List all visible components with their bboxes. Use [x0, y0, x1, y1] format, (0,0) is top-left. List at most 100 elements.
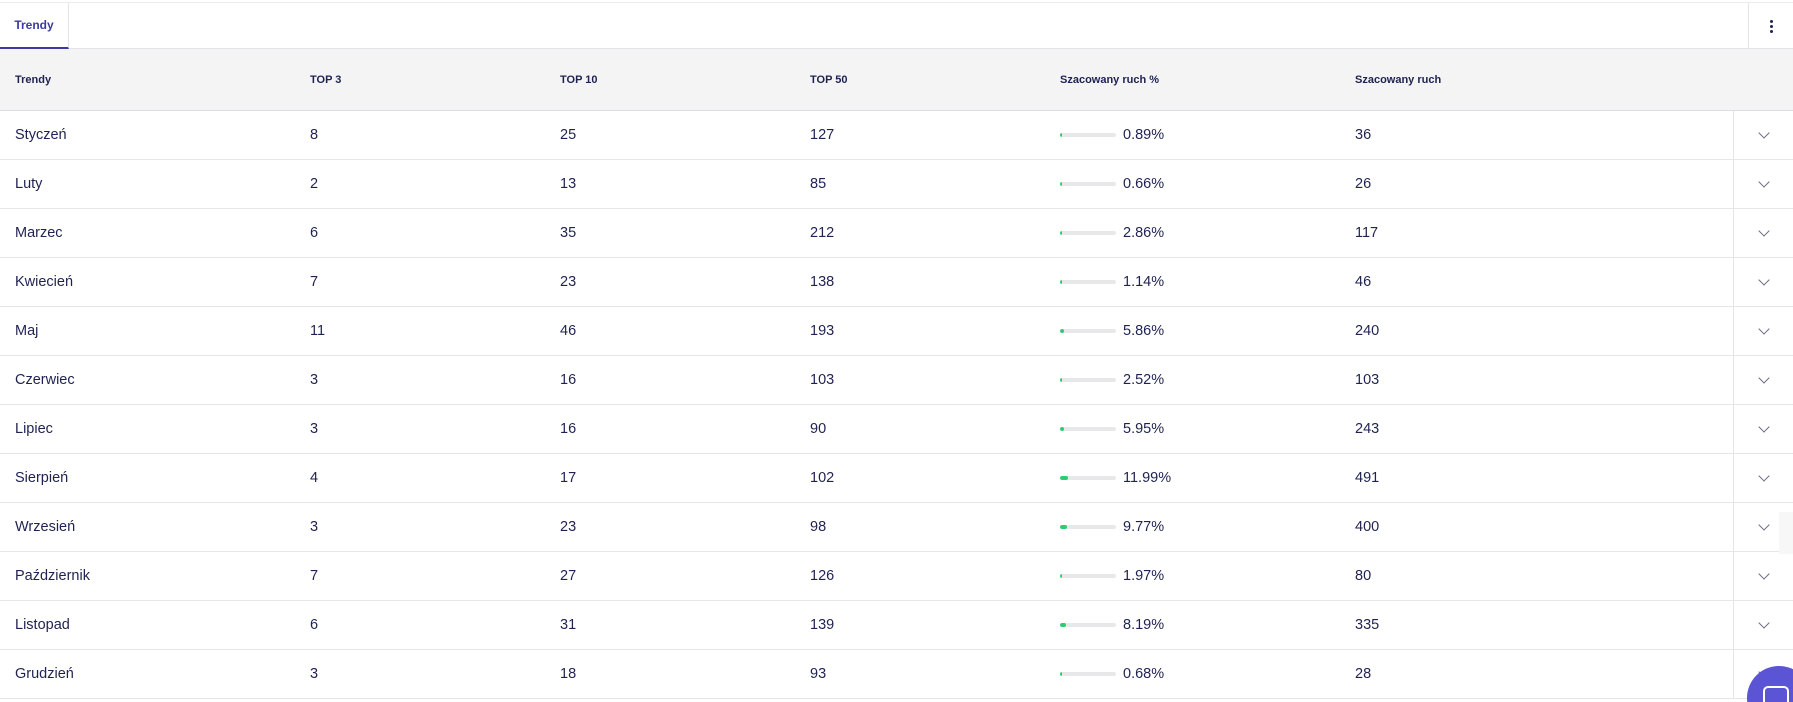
traffic-progress-fill [1060, 280, 1062, 284]
top10-cell: 46 [560, 323, 577, 339]
top50-cell: 212 [810, 225, 835, 241]
traffic-cell: 117 [1355, 225, 1379, 241]
traffic-progress-bar [1060, 427, 1116, 431]
traffic-progress-fill [1060, 133, 1062, 137]
top10-cell: 31 [560, 617, 577, 633]
top50-cell: 90 [810, 421, 827, 437]
table-row[interactable]: Sierpień 4 17 102 11.99% 491 [0, 454, 1793, 503]
tab-trendy[interactable]: Trendy [0, 3, 69, 49]
traffic-pct-value: 1.14% [1123, 274, 1165, 290]
expand-row-button[interactable] [1733, 454, 1793, 502]
top50-cell: 138 [810, 274, 835, 290]
table-row[interactable]: Luty 2 13 85 0.66% 26 [0, 160, 1793, 209]
traffic-progress-bar [1060, 378, 1116, 382]
traffic-cell: 36 [1355, 127, 1372, 143]
chevron-down-icon [1757, 127, 1770, 139]
traffic-cell: 335 [1355, 617, 1380, 633]
scrollbar[interactable] [1779, 512, 1793, 554]
top3-cell: 7 [310, 274, 319, 290]
traffic-progress-bar [1060, 623, 1116, 627]
top10-cell: 17 [560, 470, 577, 486]
traffic-pct-cell: 9.77% [1060, 503, 1164, 551]
chevron-down-icon [1757, 421, 1770, 433]
traffic-progress-fill [1060, 378, 1062, 382]
traffic-pct-value: 2.52% [1123, 372, 1165, 388]
top50-cell: 126 [810, 568, 835, 584]
column-header-traffic[interactable]: Szacowany ruch [1355, 73, 1442, 86]
column-header-top50[interactable]: TOP 50 [810, 73, 848, 86]
expand-row-button[interactable] [1733, 405, 1793, 453]
table-row[interactable]: Kwiecień 7 23 138 1.14% 46 [0, 258, 1793, 307]
column-header-top10[interactable]: TOP 10 [560, 73, 598, 86]
traffic-pct-cell: 5.95% [1060, 405, 1164, 453]
top3-cell: 6 [310, 225, 319, 241]
column-header-traffic-pct[interactable]: Szacowany ruch % [1060, 73, 1160, 86]
top3-cell: 3 [310, 519, 319, 535]
top10-cell: 35 [560, 225, 577, 241]
top10-cell: 18 [560, 666, 577, 682]
column-header-trend[interactable]: Trendy [15, 73, 52, 86]
top10-cell: 16 [560, 421, 577, 437]
table-row[interactable]: Listopad 6 31 139 8.19% 335 [0, 601, 1793, 650]
traffic-progress-fill [1060, 672, 1062, 676]
traffic-pct-cell: 1.97% [1060, 552, 1164, 600]
traffic-pct-cell: 8.19% [1060, 601, 1164, 649]
traffic-progress-fill [1060, 525, 1067, 529]
top50-cell: 85 [810, 176, 827, 192]
expand-row-button[interactable] [1733, 552, 1793, 600]
chevron-down-icon [1757, 470, 1770, 482]
traffic-progress-fill [1060, 182, 1062, 186]
month-cell: Listopad [15, 617, 70, 633]
traffic-progress-fill [1060, 476, 1068, 480]
table-row[interactable]: Październik 7 27 126 1.97% 80 [0, 552, 1793, 601]
traffic-progress-bar [1060, 182, 1116, 186]
expand-row-button[interactable] [1733, 503, 1793, 551]
traffic-progress-bar [1060, 672, 1116, 676]
chevron-down-icon [1757, 519, 1770, 531]
top10-cell: 25 [560, 127, 577, 143]
table-row[interactable]: Styczeń 8 25 127 0.89% 36 [0, 111, 1793, 160]
table-row[interactable]: Czerwiec 3 16 103 2.52% 103 [0, 356, 1793, 405]
traffic-pct-value: 9.77% [1123, 519, 1165, 535]
top50-cell: 102 [810, 470, 835, 486]
table-row[interactable]: Marzec 6 35 212 2.86% 117 [0, 209, 1793, 258]
expand-row-button[interactable] [1733, 650, 1793, 698]
table-row[interactable]: Maj 11 46 193 5.86% 240 [0, 307, 1793, 356]
traffic-progress-bar [1060, 574, 1116, 578]
traffic-progress-bar [1060, 476, 1116, 480]
tab-bar: Trendy [0, 2, 1793, 49]
expand-row-button[interactable] [1733, 160, 1793, 208]
chevron-down-icon [1757, 617, 1770, 629]
expand-row-button[interactable] [1733, 307, 1793, 355]
expand-row-button[interactable] [1733, 258, 1793, 306]
top10-cell: 23 [560, 274, 577, 290]
more-options-button[interactable] [1748, 3, 1793, 49]
table-row[interactable]: Lipiec 3 16 90 5.95% 243 [0, 405, 1793, 454]
month-cell: Lipiec [15, 421, 53, 437]
expand-row-button[interactable] [1733, 601, 1793, 649]
table-row[interactable]: Grudzień 3 18 93 0.68% 28 [0, 650, 1793, 699]
traffic-pct-cell: 2.86% [1060, 209, 1164, 257]
top3-cell: 8 [310, 127, 319, 143]
traffic-progress-bar [1060, 329, 1116, 333]
column-header-top3[interactable]: TOP 3 [310, 73, 342, 86]
expand-row-button[interactable] [1733, 356, 1793, 404]
top3-cell: 7 [310, 568, 319, 584]
traffic-pct-value: 5.86% [1123, 323, 1165, 339]
expand-row-button[interactable] [1733, 111, 1793, 159]
chevron-down-icon [1757, 323, 1770, 335]
month-cell: Kwiecień [15, 274, 74, 290]
traffic-cell: 400 [1355, 519, 1380, 535]
table-row[interactable]: Wrzesień 3 23 98 9.77% 400 [0, 503, 1793, 552]
expand-row-button[interactable] [1733, 209, 1793, 257]
top3-cell: 6 [310, 617, 319, 633]
top50-cell: 127 [810, 127, 835, 143]
top3-cell: 11 [310, 323, 326, 339]
month-cell: Styczeń [15, 127, 67, 143]
chevron-down-icon [1757, 568, 1770, 580]
traffic-pct-value: 0.89% [1123, 127, 1165, 143]
traffic-progress-fill [1060, 329, 1064, 333]
traffic-pct-value: 0.66% [1123, 176, 1165, 192]
traffic-cell: 26 [1355, 176, 1372, 192]
